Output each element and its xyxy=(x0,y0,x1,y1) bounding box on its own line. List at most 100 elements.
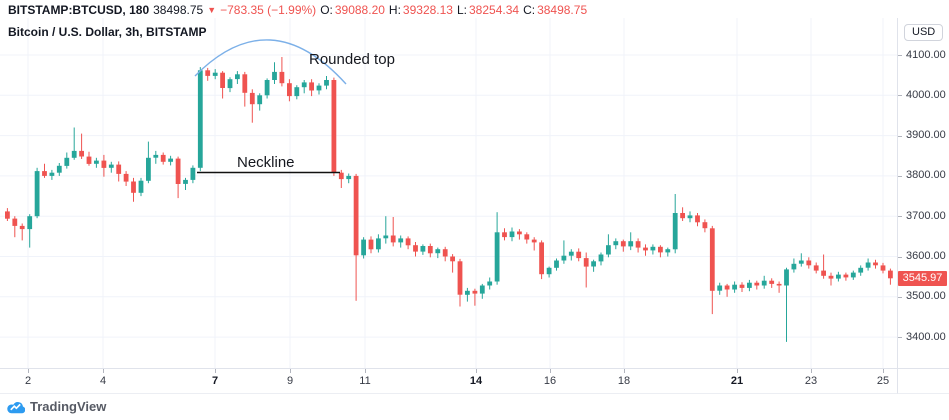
neckline-annotation-label: Neckline xyxy=(237,154,295,171)
price-axis-tick xyxy=(898,256,902,258)
candle xyxy=(257,93,263,111)
low-value: L: 38254.34 xyxy=(456,3,520,17)
candle xyxy=(628,232,634,251)
candle xyxy=(420,244,426,255)
tradingview-brand-text: TradingView xyxy=(30,399,107,414)
candle xyxy=(583,252,589,288)
candle xyxy=(27,214,33,248)
candle xyxy=(12,216,18,238)
candle xyxy=(531,237,537,251)
change-text: −783.35 (−1.99%) xyxy=(220,3,317,17)
candle xyxy=(450,254,455,273)
candle xyxy=(153,150,159,164)
chart-title[interactable]: Bitcoin / U.S. Dollar, 3h, BITSTAMP xyxy=(8,25,207,39)
candle xyxy=(205,67,211,81)
candle xyxy=(294,85,300,100)
candle xyxy=(546,266,552,278)
candle xyxy=(405,236,411,250)
candle xyxy=(94,157,99,168)
candle xyxy=(5,208,10,221)
time-axis-label: 14 xyxy=(469,375,483,387)
price-axis-tick xyxy=(898,296,902,298)
candle xyxy=(598,252,604,266)
candle xyxy=(331,77,337,176)
price-axis-label: 3600.00 xyxy=(906,250,946,262)
rounded-top-arc-drawing[interactable] xyxy=(194,39,347,85)
candle xyxy=(383,216,389,244)
candle xyxy=(249,89,255,123)
candle xyxy=(235,71,240,84)
candle xyxy=(390,217,396,247)
candle xyxy=(242,71,248,107)
candle xyxy=(620,239,626,252)
tradingview-watermark[interactable]: TradingView xyxy=(7,399,106,414)
down-triangle-icon: ▼ xyxy=(207,5,217,15)
ohlc-legend-bar[interactable]: BITSTAMP:BTCUSD, 180 38498.75 ▼ −783.35 … xyxy=(8,3,587,17)
candle xyxy=(86,151,92,166)
candle xyxy=(197,67,203,172)
currency-unit-button[interactable]: USD xyxy=(904,24,944,41)
candle xyxy=(672,194,678,254)
price-axis-label: 3700.00 xyxy=(906,209,946,222)
candle xyxy=(821,254,826,279)
candle xyxy=(316,83,322,95)
candle xyxy=(606,234,611,258)
candle xyxy=(160,152,166,165)
price-axis-tick xyxy=(898,95,902,97)
time-axis-tick xyxy=(737,369,738,373)
time-axis-tick xyxy=(28,369,29,373)
tradingview-logo-icon xyxy=(7,401,25,413)
candle xyxy=(108,161,114,173)
candle xyxy=(568,249,574,261)
candle xyxy=(287,79,292,102)
candles xyxy=(5,57,893,342)
candle xyxy=(554,258,559,271)
time-axis-label: 25 xyxy=(876,375,890,387)
candle xyxy=(227,77,233,93)
time-axis-label: 23 xyxy=(804,375,818,387)
candle xyxy=(680,207,685,221)
candle xyxy=(865,258,871,271)
candle xyxy=(732,281,737,293)
candle xyxy=(747,279,752,292)
candle xyxy=(813,262,819,274)
candle xyxy=(658,245,663,258)
candle xyxy=(101,154,107,177)
price-axis[interactable]: USD 3545.97 4100.00 4000.00 3900.00 3800.00… xyxy=(897,18,949,392)
candle xyxy=(472,288,478,306)
high-value: H: 39328.13 xyxy=(388,3,453,17)
candle xyxy=(175,156,181,199)
candle xyxy=(64,152,70,169)
candle xyxy=(591,259,596,272)
candle xyxy=(843,272,849,281)
candle xyxy=(353,173,359,301)
candle xyxy=(168,155,173,166)
candle xyxy=(479,283,485,299)
price-axis-label: 4100.00 xyxy=(906,48,946,61)
candle xyxy=(873,259,878,269)
time-axis-label: 16 xyxy=(543,375,557,387)
candle xyxy=(517,229,522,240)
time-axis-label: 2 xyxy=(24,375,32,387)
candle xyxy=(695,213,700,227)
price-axis-tick xyxy=(898,135,902,137)
price-axis-tick xyxy=(898,175,902,177)
price-axis-tick xyxy=(898,216,902,218)
time-axis[interactable]: 2 4 7 9 11 14 16 18 21 23 25 xyxy=(0,368,897,394)
candle xyxy=(806,257,812,269)
candle xyxy=(702,219,708,233)
candle xyxy=(49,169,55,180)
candle xyxy=(487,277,493,290)
candle xyxy=(784,267,789,342)
candle xyxy=(561,240,567,264)
candle xyxy=(650,244,656,255)
candle xyxy=(880,262,886,274)
candle xyxy=(665,247,671,257)
candle xyxy=(613,238,619,250)
candle xyxy=(828,272,834,286)
time-axis-tick xyxy=(624,369,625,373)
candle xyxy=(465,287,470,302)
candle xyxy=(116,161,122,182)
